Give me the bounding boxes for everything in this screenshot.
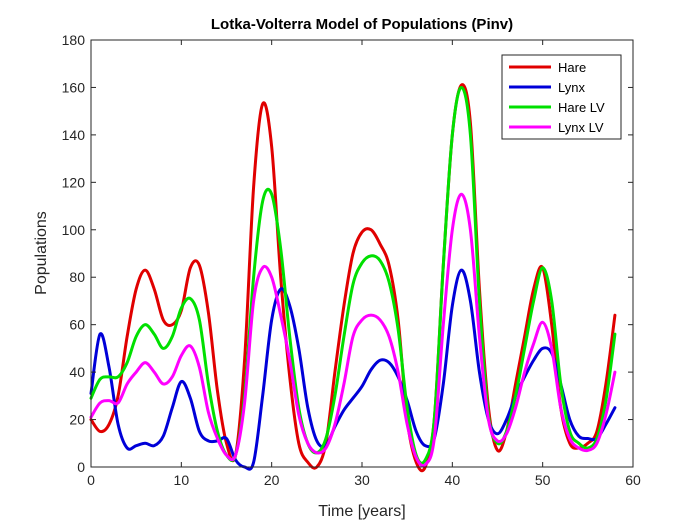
y-tick-label: 160 [62, 79, 86, 95]
y-tick-label: 180 [62, 32, 86, 48]
ticks-layer: 0 10 20 30 40 50 60 0 20 40 60 80 100 120 140 160 180 [62, 32, 641, 488]
y-tick-label: 0 [77, 459, 85, 475]
y-tick-label: 40 [69, 364, 85, 380]
y-tick-label: 80 [69, 269, 85, 285]
y-tick-label: 20 [69, 412, 85, 428]
x-tick-label: 60 [625, 472, 641, 488]
series-line-hare [89, 83, 617, 473]
x-tick-label: 20 [264, 472, 280, 488]
legend-label-lynx: Lynx [558, 80, 585, 95]
x-tick-label: 50 [535, 472, 551, 488]
x-tick-label: 30 [354, 472, 370, 488]
x-tick-label: 40 [445, 472, 461, 488]
legend-label-hare-lv: Hare LV [558, 100, 605, 115]
chart-title: Lotka-Volterra Model of Populations (Pin… [211, 16, 513, 33]
y-tick-label: 120 [62, 174, 86, 190]
y-axis-label: Populations [33, 211, 50, 295]
legend: Hare Lynx Hare LV Lynx LV [501, 54, 622, 140]
series-layer [89, 83, 617, 473]
series-line-lynx-lv [89, 192, 617, 468]
x-axis-label: Time [years] [318, 503, 405, 520]
y-tick-label: 60 [69, 317, 85, 333]
legend-box [501, 54, 622, 140]
legend-label-hare: Hare [558, 60, 586, 75]
series-line-lynx [89, 268, 617, 471]
series-line-hare-lv [89, 85, 617, 465]
y-tick-label: 140 [62, 127, 86, 143]
x-tick-label: 10 [174, 472, 190, 488]
y-tick-label: 100 [62, 222, 86, 238]
x-tick-label: 0 [87, 472, 95, 488]
legend-label-lynx-lv: Lynx LV [558, 120, 604, 135]
